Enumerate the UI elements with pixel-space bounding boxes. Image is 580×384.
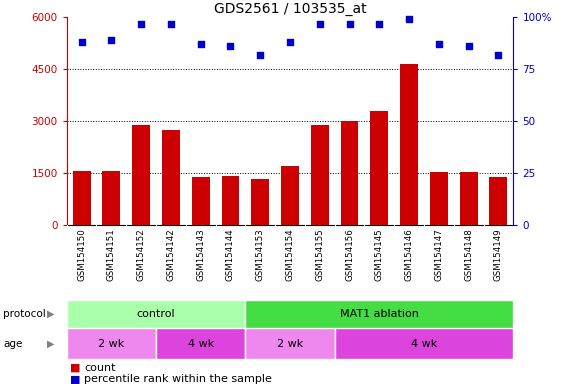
Bar xyxy=(281,166,299,225)
Bar xyxy=(72,171,90,225)
Text: ▶: ▶ xyxy=(47,339,54,349)
Text: GSM154152: GSM154152 xyxy=(137,228,146,281)
Point xyxy=(345,20,354,26)
Text: ▶: ▶ xyxy=(47,309,54,319)
Point xyxy=(315,20,324,26)
Point xyxy=(196,41,205,47)
Text: 2 wk: 2 wk xyxy=(277,339,303,349)
Point xyxy=(77,39,86,45)
Text: protocol: protocol xyxy=(3,309,46,319)
Text: ■: ■ xyxy=(70,363,81,373)
Text: GSM154151: GSM154151 xyxy=(107,228,116,281)
Text: GSM154144: GSM154144 xyxy=(226,228,235,281)
Bar xyxy=(103,171,120,225)
Text: 4 wk: 4 wk xyxy=(187,339,214,349)
Bar xyxy=(67,300,245,328)
Bar xyxy=(490,177,508,225)
Text: percentile rank within the sample: percentile rank within the sample xyxy=(84,374,272,384)
Text: ■: ■ xyxy=(70,374,81,384)
Text: count: count xyxy=(84,363,115,373)
Text: GSM154155: GSM154155 xyxy=(316,228,324,281)
Bar xyxy=(460,172,477,225)
Text: GSM154156: GSM154156 xyxy=(345,228,354,281)
Point xyxy=(226,43,235,50)
Point xyxy=(434,41,444,47)
Bar xyxy=(222,176,240,225)
Text: GSM154148: GSM154148 xyxy=(464,228,473,281)
Text: GSM154147: GSM154147 xyxy=(434,228,443,281)
Text: 4 wk: 4 wk xyxy=(411,339,437,349)
Text: GSM154149: GSM154149 xyxy=(494,228,503,281)
Bar xyxy=(245,300,513,328)
Title: GDS2561 / 103535_at: GDS2561 / 103535_at xyxy=(213,2,367,16)
Bar xyxy=(192,177,209,225)
Bar xyxy=(340,121,358,225)
Point xyxy=(166,20,176,26)
Point xyxy=(285,39,295,45)
Point xyxy=(136,20,146,26)
Text: GSM154143: GSM154143 xyxy=(196,228,205,281)
Text: age: age xyxy=(3,339,22,349)
Bar xyxy=(132,125,150,225)
Text: GSM154150: GSM154150 xyxy=(77,228,86,281)
Bar xyxy=(162,130,180,225)
Bar xyxy=(430,172,448,225)
Bar xyxy=(371,111,388,225)
Text: GSM154153: GSM154153 xyxy=(256,228,264,281)
Text: GSM154142: GSM154142 xyxy=(166,228,175,281)
Point xyxy=(256,51,265,58)
Bar xyxy=(400,64,418,225)
Text: MAT1 ablation: MAT1 ablation xyxy=(340,309,419,319)
Bar xyxy=(251,179,269,225)
Point xyxy=(404,16,414,22)
Point xyxy=(375,20,384,26)
Point xyxy=(464,43,473,50)
Text: GSM154154: GSM154154 xyxy=(285,228,295,281)
Point xyxy=(494,51,503,58)
Bar xyxy=(245,328,335,359)
Bar xyxy=(311,126,329,225)
Bar xyxy=(335,328,513,359)
Text: control: control xyxy=(137,309,175,319)
Text: GSM154146: GSM154146 xyxy=(405,228,414,281)
Bar xyxy=(156,328,245,359)
Text: 2 wk: 2 wk xyxy=(98,339,125,349)
Text: GSM154145: GSM154145 xyxy=(375,228,384,281)
Point xyxy=(107,37,116,43)
Bar xyxy=(67,328,156,359)
